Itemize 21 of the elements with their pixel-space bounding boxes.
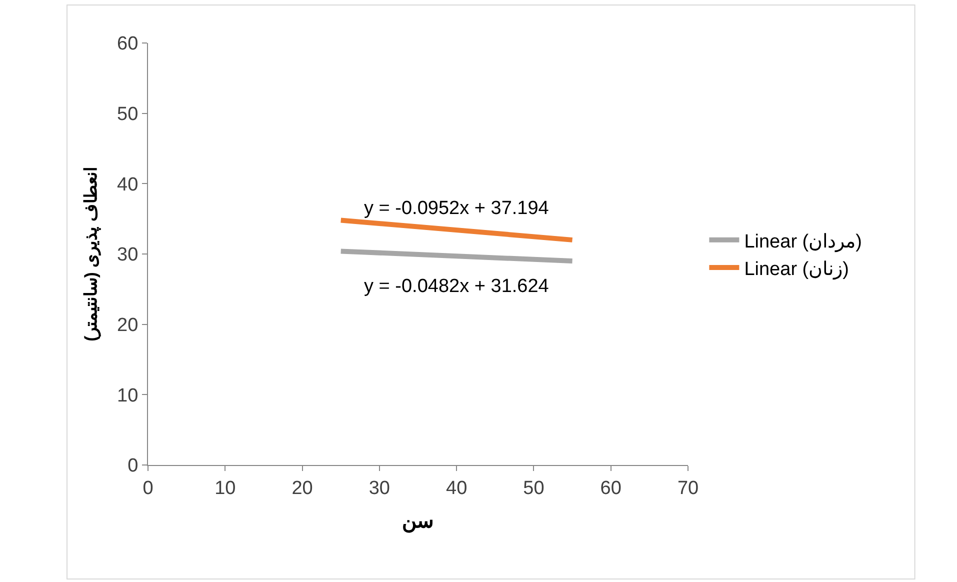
annotation: y = -0.0952x + 37.194: [364, 198, 550, 219]
y-tick-label: 50: [117, 104, 138, 125]
annotation: y = -0.0482x + 31.624: [364, 276, 550, 297]
x-tick-label: 10: [214, 478, 236, 499]
x-tick-label: 20: [292, 478, 313, 499]
x-tick-label: 30: [368, 478, 390, 499]
x-tick-label: 40: [446, 478, 468, 499]
x-tick-label: 50: [523, 478, 544, 499]
y-tick-label: 0: [128, 456, 138, 477]
y-tick-label: 40: [117, 174, 138, 196]
y-tick-label: 10: [117, 385, 138, 406]
legend-label: Linear (زنان): [744, 258, 849, 280]
y-tick-label: 20: [117, 314, 138, 336]
legend-label: Linear (مردان): [744, 231, 862, 252]
x-tick-label: 0: [142, 478, 154, 499]
x-tick-label: 60: [600, 478, 622, 499]
x-tick-label: 70: [677, 478, 699, 499]
y-axis-title: انعطاف پذیری (سانتیمتر): [82, 166, 102, 342]
y-tick-label: 30: [117, 244, 138, 266]
y-tick-label: 60: [117, 34, 138, 55]
x-axis-title: سن: [402, 510, 434, 534]
